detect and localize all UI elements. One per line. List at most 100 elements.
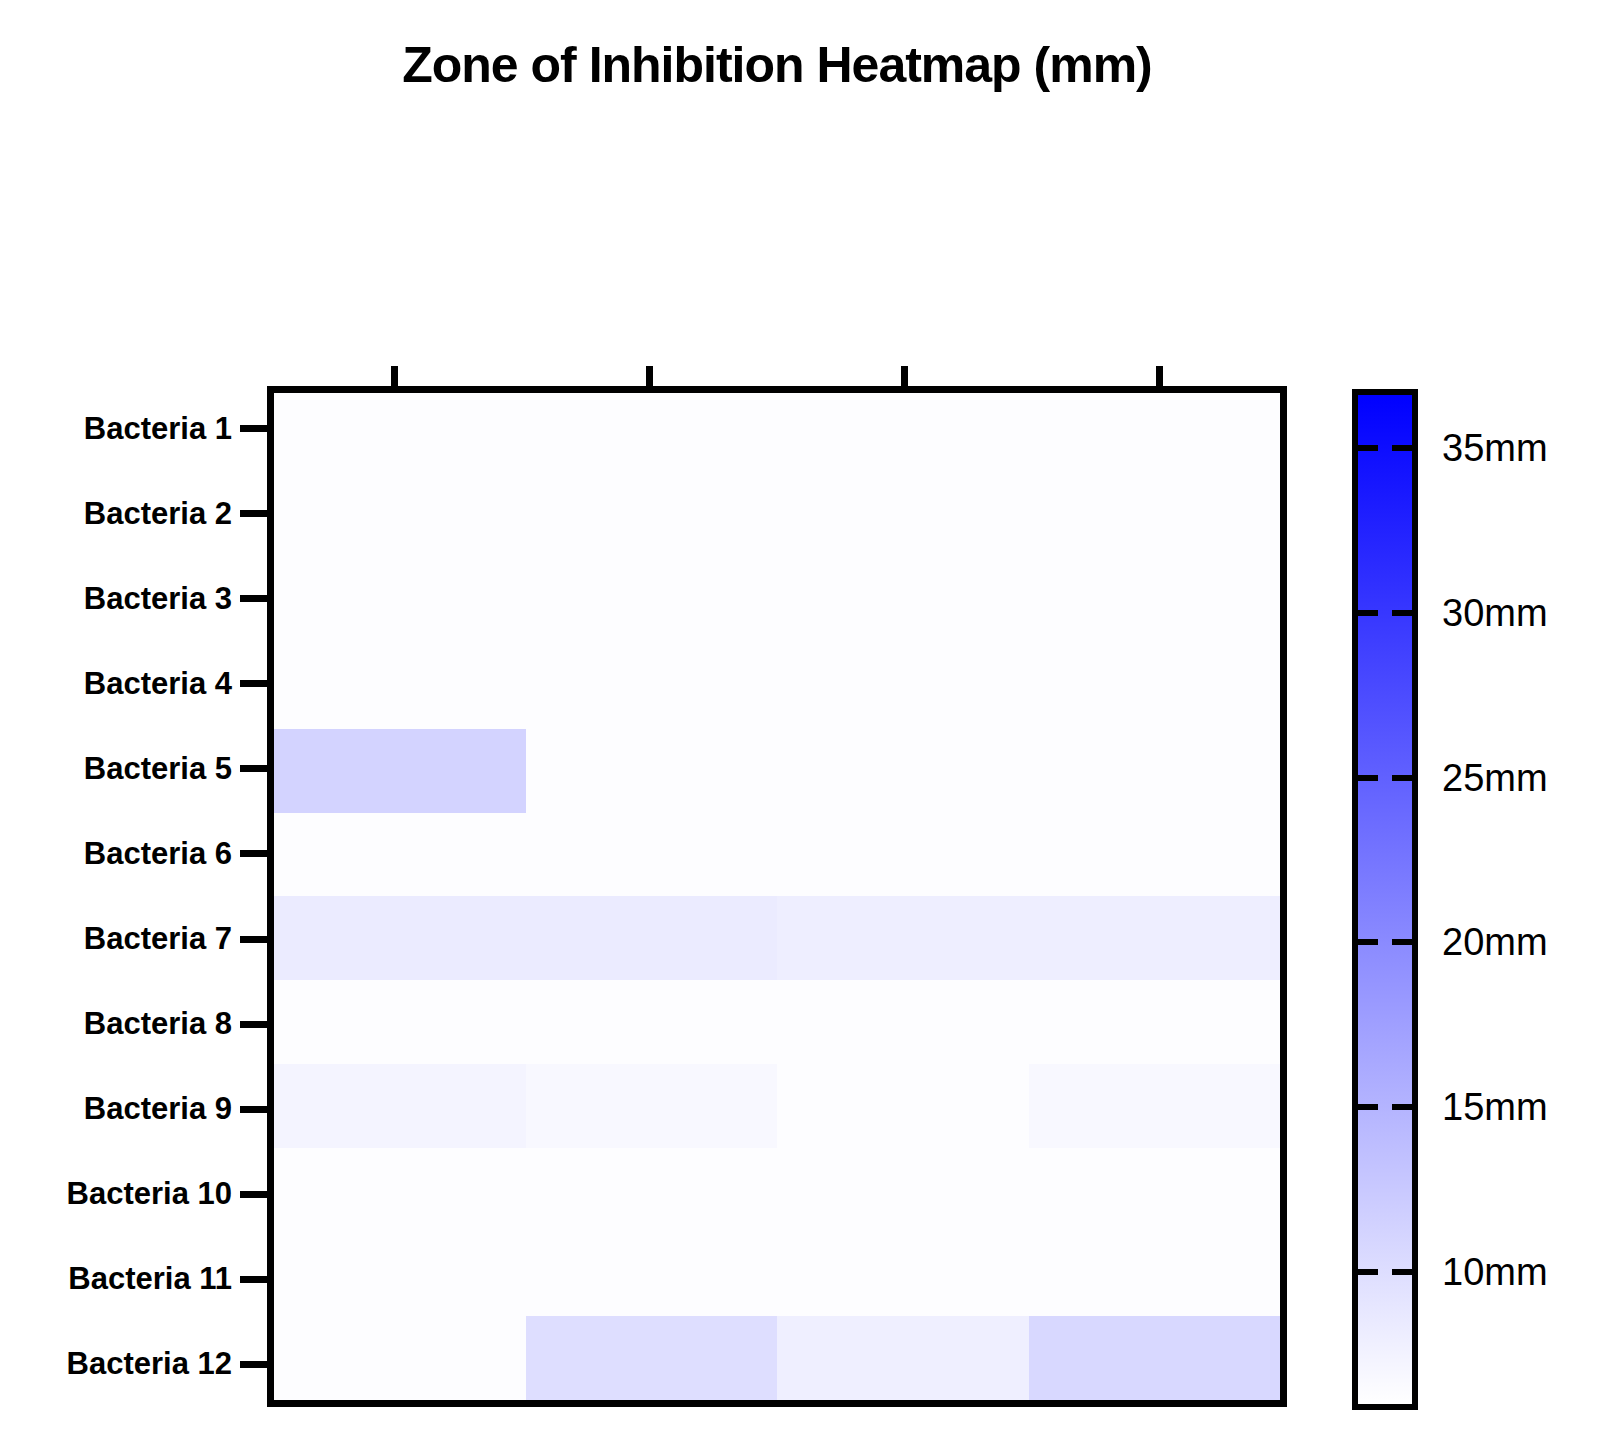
y-tick (240, 1361, 267, 1368)
colorbar (1352, 389, 1418, 1410)
heatmap-cell (526, 561, 778, 645)
heatmap-cell (526, 1064, 778, 1148)
heatmap-cell (777, 1148, 1029, 1232)
y-tick (240, 1106, 267, 1113)
heatmap-plot-area (267, 386, 1287, 1407)
row-label: Bacteria 4 (0, 664, 232, 704)
heatmap-cell (274, 477, 526, 561)
colorbar-tick-label: 35mm (1442, 426, 1548, 470)
heatmap-cell (1029, 1148, 1281, 1232)
heatmap-cell (526, 980, 778, 1064)
colorbar-tick-label: 25mm (1442, 756, 1548, 800)
heatmap-cell (274, 980, 526, 1064)
y-tick (240, 1276, 267, 1283)
heatmap-cell (777, 980, 1029, 1064)
heatmap-cell (274, 896, 526, 980)
heatmap-cell (777, 393, 1029, 477)
heatmap-cell (274, 561, 526, 645)
heatmap-cell (1029, 980, 1281, 1064)
heatmap-cell (274, 393, 526, 477)
heatmap-cell (1029, 1064, 1281, 1148)
heatmap-cell (526, 813, 778, 897)
colorbar-tick-right (1392, 445, 1412, 451)
heatmap-cell (526, 645, 778, 729)
heatmap-cell (526, 729, 778, 813)
row-label: Bacteria 10 (0, 1174, 232, 1214)
y-tick (240, 850, 267, 857)
chart-title: Zone of Inhibition Heatmap (mm) (267, 36, 1287, 94)
heatmap-cell-grid (274, 393, 1280, 1400)
heatmap-cell (526, 1232, 778, 1316)
row-label: Bacteria 2 (0, 494, 232, 534)
colorbar-tick-right (1392, 939, 1412, 945)
y-tick (240, 936, 267, 943)
colorbar-tick-left (1358, 610, 1378, 616)
row-label: Bacteria 9 (0, 1089, 232, 1129)
heatmap-cell (274, 729, 526, 813)
heatmap-cell (274, 1064, 526, 1148)
y-tick (240, 425, 267, 432)
colorbar-tick-left (1358, 1269, 1378, 1275)
heatmap-cell (777, 477, 1029, 561)
colorbar-tick-label: 15mm (1442, 1085, 1548, 1129)
row-label: Bacteria 12 (0, 1344, 232, 1384)
colorbar-tick-left (1358, 939, 1378, 945)
heatmap-cell (777, 645, 1029, 729)
row-label: Bacteria 8 (0, 1004, 232, 1044)
y-tick (240, 1021, 267, 1028)
y-tick (240, 765, 267, 772)
heatmap-cell (274, 1148, 526, 1232)
colorbar-tick-left (1358, 1104, 1378, 1110)
heatmap-cell (274, 1316, 526, 1400)
colorbar-tick-right (1392, 1104, 1412, 1110)
heatmap-cell (1029, 645, 1281, 729)
heatmap-cell (777, 813, 1029, 897)
row-label: Bacteria 6 (0, 834, 232, 874)
heatmap-cell (526, 1316, 778, 1400)
figure-canvas: Zone of Inhibition Heatmap (mm) Tetracyc… (0, 0, 1600, 1437)
heatmap-cell (1029, 1232, 1281, 1316)
y-tick (240, 1191, 267, 1198)
heatmap-cell (526, 393, 778, 477)
heatmap-cell (777, 729, 1029, 813)
heatmap-cell (777, 1064, 1029, 1148)
row-label: Bacteria 3 (0, 579, 232, 619)
colorbar-tick-right (1392, 610, 1412, 616)
heatmap-cell (1029, 1316, 1281, 1400)
x-tick (901, 366, 908, 386)
heatmap-cell (1029, 896, 1281, 980)
heatmap-cell (526, 477, 778, 561)
row-label: Bacteria 5 (0, 749, 232, 789)
heatmap-cell (777, 1316, 1029, 1400)
heatmap-cell (1029, 729, 1281, 813)
colorbar-tick-right (1392, 1269, 1412, 1275)
heatmap-cell (777, 896, 1029, 980)
heatmap-cell (526, 1148, 778, 1232)
heatmap-cell (274, 645, 526, 729)
x-tick (646, 366, 653, 386)
row-label: Bacteria 1 (0, 409, 232, 449)
y-tick (240, 595, 267, 602)
heatmap-cell (777, 1232, 1029, 1316)
colorbar-tick-label: 30mm (1442, 591, 1548, 635)
y-tick (240, 510, 267, 517)
colorbar-gradient (1358, 395, 1412, 1404)
heatmap-cell (1029, 393, 1281, 477)
x-tick (391, 366, 398, 386)
heatmap-cell (526, 896, 778, 980)
colorbar-tick-label: 20mm (1442, 920, 1548, 964)
colorbar-tick-left (1358, 445, 1378, 451)
heatmap-cell (274, 1232, 526, 1316)
row-label: Bacteria 7 (0, 919, 232, 959)
row-label: Bacteria 11 (0, 1259, 232, 1299)
heatmap-cell (274, 813, 526, 897)
heatmap-cell (777, 561, 1029, 645)
colorbar-tick-label: 10mm (1442, 1250, 1548, 1294)
heatmap-cell (1029, 477, 1281, 561)
heatmap-cell (1029, 561, 1281, 645)
x-tick (1156, 366, 1163, 386)
colorbar-tick-left (1358, 775, 1378, 781)
y-tick (240, 680, 267, 687)
colorbar-tick-right (1392, 775, 1412, 781)
heatmap-cell (1029, 813, 1281, 897)
